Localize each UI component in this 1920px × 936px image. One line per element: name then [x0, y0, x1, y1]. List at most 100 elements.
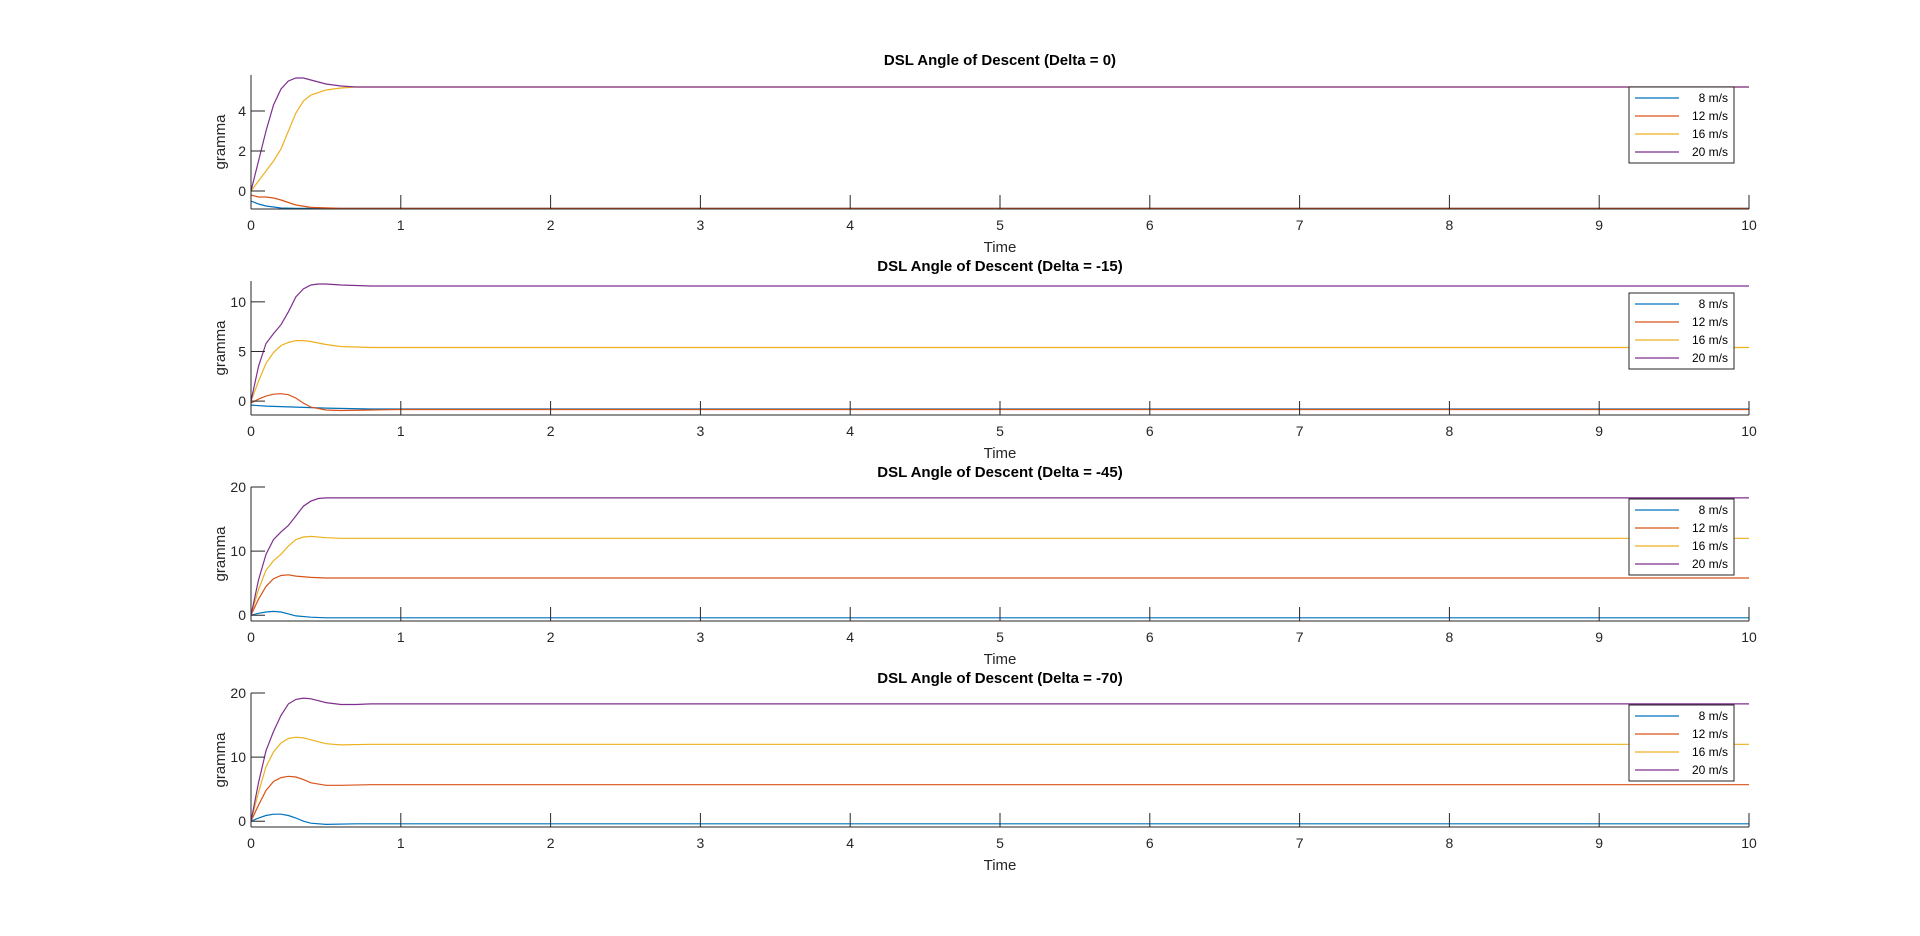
legend-label: 8 m/s [1699, 709, 1728, 723]
x-axis-label: Time [984, 239, 1017, 256]
x-tick-label: 8 [1446, 629, 1454, 645]
y-axis-label: gramma [212, 114, 229, 170]
y-tick-label: 0 [238, 183, 246, 199]
legend-label: 16 m/s [1692, 127, 1728, 141]
x-tick-label: 2 [547, 217, 555, 233]
legend-label: 12 m/s [1692, 521, 1728, 535]
y-tick-label: 0 [238, 393, 246, 409]
y-tick-label: 20 [230, 685, 246, 701]
x-tick-label: 10 [1741, 835, 1757, 851]
series-line [251, 86, 1749, 192]
series-line [251, 393, 1749, 412]
x-tick-label: 5 [996, 835, 1004, 851]
legend: 8 m/s 12 m/s 16 m/s 20 m/s [1628, 498, 1735, 576]
x-tick-label: 5 [996, 423, 1004, 439]
x-tick-label: 4 [846, 423, 854, 439]
x-tick-label: 10 [1741, 217, 1757, 233]
series-line [251, 283, 1749, 402]
chart-panel: 0 1 2 3 4 5 6 7 8 9 10 0 5 10 DSL Angle of Descent (De… [212, 258, 1757, 462]
x-tick-label: 4 [846, 629, 854, 645]
x-tick-label: 0 [247, 835, 255, 851]
y-tick-label: 20 [230, 479, 246, 495]
legend-box [1628, 86, 1735, 164]
chart-panel: 0 1 2 3 4 5 6 7 8 9 10 0 10 20 DSL Angle of Descent (D… [212, 464, 1757, 668]
series-line [251, 813, 1749, 826]
legend-label: 12 m/s [1692, 727, 1728, 741]
y-tick-label: 4 [238, 103, 246, 119]
x-tick-label: 9 [1595, 217, 1603, 233]
x-tick-label: 0 [247, 629, 255, 645]
legend: 8 m/s 12 m/s 16 m/s 20 m/s [1628, 704, 1735, 782]
x-tick-label: 1 [397, 217, 405, 233]
x-tick-label: 3 [697, 423, 705, 439]
x-axis-label: Time [984, 857, 1017, 874]
series-line [251, 697, 1749, 822]
x-tick-label: 8 [1446, 835, 1454, 851]
x-tick-label: 5 [996, 629, 1004, 645]
legend-label: 8 m/s [1699, 91, 1728, 105]
legend-label: 8 m/s [1699, 297, 1728, 311]
x-tick-label: 6 [1146, 629, 1154, 645]
x-tick-label: 2 [547, 629, 555, 645]
y-axis-label: gramma [212, 320, 229, 376]
legend-label: 20 m/s [1692, 351, 1728, 365]
x-tick-label: 6 [1146, 423, 1154, 439]
x-tick-label: 7 [1296, 835, 1304, 851]
y-tick-label: 10 [230, 543, 246, 559]
chart-panel: 0 1 2 3 4 5 6 7 8 9 10 0 10 20 DSL Angle of Descent (D… [212, 670, 1757, 874]
x-tick-label: 6 [1146, 217, 1154, 233]
x-tick-label: 7 [1296, 217, 1304, 233]
x-tick-label: 2 [547, 423, 555, 439]
x-tick-label: 10 [1741, 423, 1757, 439]
chart-panel: 0 1 2 3 4 5 6 7 8 9 10 0 2 4 DSL Angle of Descent (Del… [212, 52, 1757, 256]
legend-label: 8 m/s [1699, 503, 1728, 517]
legend-label: 16 m/s [1692, 333, 1728, 347]
legend-label: 20 m/s [1692, 763, 1728, 777]
x-tick-label: 7 [1296, 423, 1304, 439]
series-line [251, 535, 1749, 616]
y-tick-label: 10 [230, 749, 246, 765]
x-tick-label: 1 [397, 835, 405, 851]
legend-label: 20 m/s [1692, 145, 1728, 159]
legend-box [1628, 498, 1735, 576]
legend: 8 m/s 12 m/s 16 m/s 20 m/s [1628, 86, 1735, 164]
chart-title: DSL Angle of Descent (Delta = 0) [884, 52, 1116, 69]
x-tick-label: 4 [846, 835, 854, 851]
chart-title: DSL Angle of Descent (Delta = -15) [877, 258, 1122, 275]
series-line [251, 194, 1749, 209]
series-line [251, 610, 1749, 619]
legend-label: 16 m/s [1692, 745, 1728, 759]
y-tick-label: 10 [230, 294, 246, 310]
series-line [251, 77, 1749, 192]
series-line [251, 775, 1749, 822]
legend-label: 12 m/s [1692, 109, 1728, 123]
x-tick-label: 3 [697, 629, 705, 645]
x-tick-label: 10 [1741, 629, 1757, 645]
x-tick-label: 7 [1296, 629, 1304, 645]
series-line [251, 340, 1749, 402]
x-tick-label: 3 [697, 835, 705, 851]
x-tick-label: 0 [247, 423, 255, 439]
x-tick-label: 1 [397, 423, 405, 439]
series-line [251, 574, 1749, 616]
series-line [251, 497, 1749, 616]
y-tick-label: 0 [238, 607, 246, 623]
y-tick-label: 2 [238, 143, 246, 159]
series-line [251, 736, 1749, 822]
legend-label: 16 m/s [1692, 539, 1728, 553]
chart-title: DSL Angle of Descent (Delta = -45) [877, 464, 1122, 481]
y-axis-label: gramma [212, 732, 229, 788]
legend-label: 12 m/s [1692, 315, 1728, 329]
x-axis-label: Time [984, 445, 1017, 462]
legend-label: 20 m/s [1692, 557, 1728, 571]
x-tick-label: 9 [1595, 835, 1603, 851]
x-tick-label: 2 [547, 835, 555, 851]
x-tick-label: 5 [996, 217, 1004, 233]
y-axis-label: gramma [212, 526, 229, 582]
x-axis-label: Time [984, 651, 1017, 668]
y-tick-label: 5 [238, 343, 246, 359]
legend-box [1628, 292, 1735, 370]
x-tick-label: 9 [1595, 629, 1603, 645]
legend-box [1628, 704, 1735, 782]
